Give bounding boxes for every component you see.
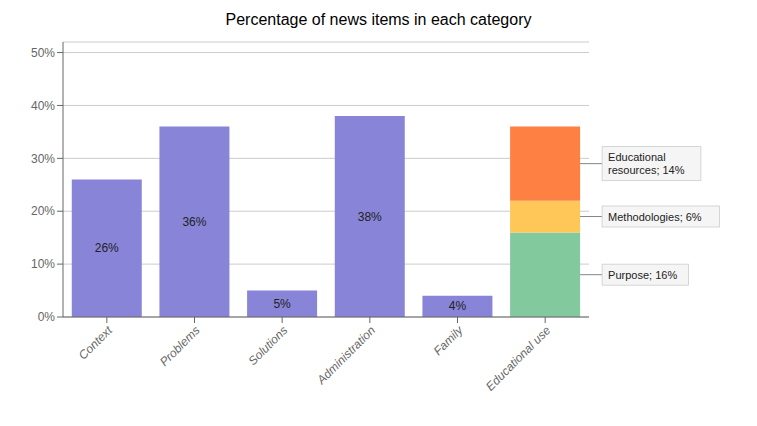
svg-text:26%: 26%: [95, 241, 119, 255]
svg-text:20%: 20%: [31, 204, 55, 218]
svg-text:10%: 10%: [31, 257, 55, 271]
html-text:Percentage of news items in ea: Percentage of news items in each categor…: [225, 11, 532, 28]
svg-text:5%: 5%: [273, 297, 291, 311]
svg-text:Administration: Administration: [314, 323, 379, 388]
svg-text:Educationalresources; 14%: Educationalresources; 14%: [608, 151, 685, 176]
svg-text:0%: 0%: [38, 310, 56, 324]
svg-text:Family: Family: [431, 323, 467, 359]
svg-text:Educational use: Educational use: [483, 323, 554, 394]
svg-text:30%: 30%: [31, 152, 55, 166]
svg-text:Methodologies; 6%: Methodologies; 6%: [608, 211, 702, 223]
svg-text:38%: 38%: [358, 210, 382, 224]
svg-text:Solutions: Solutions: [245, 323, 290, 368]
svg-text:4%: 4%: [449, 299, 467, 313]
svg-text:Purpose; 16%: Purpose; 16%: [608, 269, 677, 281]
svg-text:Context: Context: [76, 323, 116, 363]
svg-text:Problems: Problems: [157, 323, 203, 369]
svg-text:50%: 50%: [31, 46, 55, 60]
svg-text:40%: 40%: [31, 99, 55, 113]
svg-text:36%: 36%: [182, 215, 206, 229]
